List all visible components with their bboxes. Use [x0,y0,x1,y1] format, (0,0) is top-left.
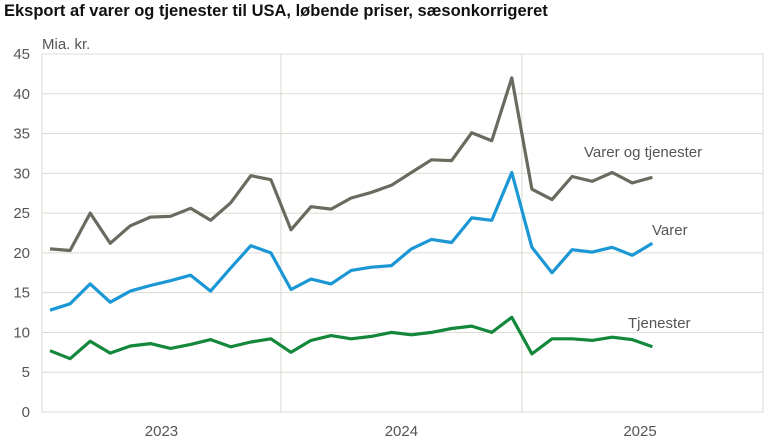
y-tick-label: 30 [13,165,30,182]
y-tick-label: 45 [13,46,30,63]
y-tick-label: 15 [13,285,30,302]
series-line-2 [49,315,653,361]
series-label: Varer [652,222,688,239]
y-tick-label: 25 [13,205,30,222]
y-axis-label: Mia. kr. [42,36,90,53]
y-tick-label: 0 [22,404,30,421]
y-tick-label: 35 [13,126,30,143]
x-tick-label: 2024 [385,423,418,440]
series-line-1 [49,170,654,312]
chart-title: Eksport af varer og tjenester til USA, l… [4,2,548,20]
y-tick-label: 40 [13,86,30,103]
series-label: Varer og tjenester [584,144,702,161]
x-tick-label: 2023 [145,423,178,440]
series-label: Tjenester [628,315,691,332]
y-tick-label: 5 [22,364,30,381]
x-tick-label: 2025 [623,423,656,440]
y-tick-label: 10 [13,324,30,341]
series-line-0 [49,76,653,253]
y-tick-label: 20 [13,245,30,262]
